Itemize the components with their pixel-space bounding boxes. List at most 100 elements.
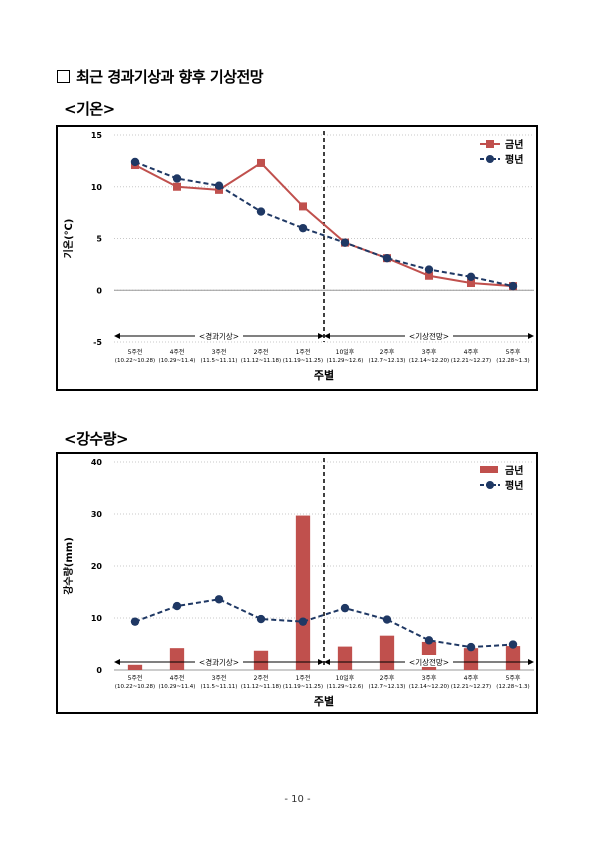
- temperature-point: [298, 223, 308, 233]
- temperature-x-tick-label: 5주전: [128, 348, 143, 356]
- checkbox-square-icon: [57, 70, 70, 83]
- precipitation-past-period-arrow-head-left: [114, 659, 120, 665]
- temperature-x-tick-label: 4주후: [464, 348, 479, 356]
- precipitation-past-period-label-bg: [195, 655, 243, 667]
- precipitation-y-tick-label: 30: [91, 510, 103, 519]
- precipitation-point: [382, 615, 392, 624]
- temperature-forecast-period-arrow-head-left: [324, 333, 330, 339]
- temperature-x-tick-dates: (12.14~12.20): [409, 358, 449, 364]
- temperature-x-tick-label: 1주전: [296, 348, 311, 356]
- precipitation-y-tick-label: 20: [91, 562, 103, 571]
- temperature-y-axis-title: 기온(℃): [62, 219, 75, 259]
- temperature-point: [467, 279, 475, 288]
- temperature-x-tick-dates: (11.29~12.6): [327, 358, 364, 364]
- temperature-point: [173, 182, 181, 191]
- temperature-x-tick-dates: (10.22~10.28): [115, 358, 155, 364]
- temperature-y-tick-label: -5: [93, 338, 102, 347]
- temperature-x-tick-label: 3주전: [212, 348, 227, 356]
- precipitation-x-tick-label: 4주전: [170, 674, 185, 682]
- temperature-x-tick-dates: (11.19~11.25): [283, 358, 323, 364]
- temperature-point: [256, 207, 266, 216]
- precipitation-point: [256, 614, 266, 624]
- precipitation-y-tick-label: 40: [91, 458, 103, 467]
- temperature-point: [299, 202, 307, 211]
- precipitation-x-tick-dates: (12.7~12.13): [369, 684, 406, 690]
- temperature-x-tick-dates: (10.29~11.4): [159, 358, 196, 364]
- precipitation-bar: [169, 648, 185, 670]
- precipitation-legend-label: 금년: [505, 464, 523, 477]
- precipitation-forecast-period-label: <기상전망>: [409, 657, 449, 667]
- precipitation-section-label: <강수량>: [64, 430, 129, 448]
- temperature-x-tick-dates: (12.7~12.13): [369, 358, 406, 364]
- temperature-x-tick-label: 2주후: [380, 348, 395, 356]
- precipitation-x-tick-dates: (11.5~11.11): [201, 684, 238, 690]
- precipitation-x-tick-dates: (11.19~11.25): [283, 684, 323, 690]
- precipitation-x-tick-label: 5주후: [506, 674, 521, 682]
- temperature-past-period-label: <경과기상>: [199, 331, 239, 341]
- precipitation-x-tick-label: 3주후: [422, 674, 437, 682]
- precipitation-past-period-label: <경과기상>: [199, 657, 239, 667]
- temperature-x-axis-title: 주별: [314, 369, 334, 382]
- temperature-x-tick-label: 3주후: [422, 348, 437, 356]
- precipitation-x-tick-label: 10일후: [336, 674, 355, 682]
- precipitation-x-tick-label: 2주전: [254, 674, 269, 682]
- precipitation-y-tick-label: 0: [96, 666, 102, 675]
- precipitation-legend-label: 평년: [505, 479, 523, 492]
- precipitation-x-tick-dates: (10.29~11.4): [159, 684, 196, 690]
- precipitation-x-tick-dates: (12.28~1.3): [496, 684, 529, 690]
- temperature-point: [340, 238, 350, 247]
- precipitation-x-tick-label: 1주전: [296, 674, 311, 682]
- page-number: - 10 -: [284, 794, 311, 805]
- temperature-x-tick-dates: (11.12~11.18): [241, 358, 281, 364]
- temperature-x-tick-label: 5주후: [506, 348, 521, 356]
- temperature-point: [466, 272, 476, 281]
- precipitation-point: [340, 603, 350, 613]
- precipitation-x-tick-dates: (12.14~12.20): [409, 684, 449, 690]
- temperature-y-tick-label: 10: [91, 183, 103, 192]
- precipitation-bar: [505, 646, 521, 670]
- precipitation-past-period-arrow-head-right: [318, 659, 324, 665]
- temperature-point: [214, 181, 224, 190]
- temperature-point: [508, 281, 518, 291]
- precipitation-x-tick-dates: (10.22~10.28): [115, 684, 155, 690]
- precipitation-y-axis-title: 강수량(mm): [62, 537, 75, 595]
- temperature-past-period-arrow-head-left: [114, 333, 120, 339]
- temperature-x-tick-label: 4주전: [170, 348, 185, 356]
- precipitation-point: [424, 636, 434, 645]
- precipitation-x-tick-dates: (12.21~12.27): [451, 684, 491, 690]
- precipitation-point: [466, 642, 476, 652]
- precipitation-x-tick-label: 4주후: [464, 674, 479, 682]
- temperature-legend-marker: [486, 140, 494, 148]
- temperature-x-tick-dates: (12.21~12.27): [451, 358, 491, 364]
- precipitation-y-tick-label: 10: [91, 614, 103, 623]
- precipitation-forecast-period-arrow-head-left: [324, 659, 330, 665]
- temperature-chart: -5 0 5 10 15 5주전 (10.22~10.28) 4주전 (10.29~11.4) 3…: [62, 131, 534, 382]
- precipitation-bar: [463, 648, 479, 670]
- temperature-section-label: <기온>: [64, 100, 115, 118]
- temperature-point: [257, 158, 265, 167]
- precipitation-forecast-period-arrow-head-right: [528, 659, 534, 665]
- precipitation-x-tick-dates: (11.29~12.6): [327, 684, 364, 690]
- temperature-point: [172, 174, 182, 183]
- precipitation-x-tick-label: 5주전: [128, 674, 143, 682]
- precipitation-bar: [127, 664, 143, 670]
- precipitation-forecast-period-label-bg: [405, 655, 453, 667]
- temperature-point: [424, 265, 434, 274]
- temperature-point: [130, 157, 140, 167]
- temperature-series-line: [134, 161, 514, 288]
- page-heading: 최근 경과기상과 향후 기상전망: [57, 66, 264, 87]
- page-heading-text: 최근 경과기상과 향후 기상전망: [76, 68, 264, 86]
- temperature-forecast-period-label-bg: [405, 329, 453, 341]
- precipitation-point: [508, 640, 518, 649]
- temperature-x-tick-label: 2주전: [254, 348, 269, 356]
- precipitation-bar: [337, 646, 353, 670]
- temperature-past-period-arrow-head-right: [318, 333, 324, 339]
- precipitation-x-tick-label: 3주전: [212, 674, 227, 682]
- temperature-x-tick-dates: (12.28~1.3): [496, 358, 529, 364]
- precipitation-legend-swatch: [480, 466, 498, 473]
- precipitation-x-tick-dates: (11.12~11.18): [241, 684, 281, 690]
- temperature-x-tick-label: 10일후: [336, 348, 355, 356]
- precipitation-chart-frame: 0 10 20 30 40 5주전 (10.22~10.28) 4주전 (10.29~11.4)…: [56, 452, 538, 714]
- temperature-forecast-period-arrow-head-right: [528, 333, 534, 339]
- temperature-series-line: [134, 160, 514, 288]
